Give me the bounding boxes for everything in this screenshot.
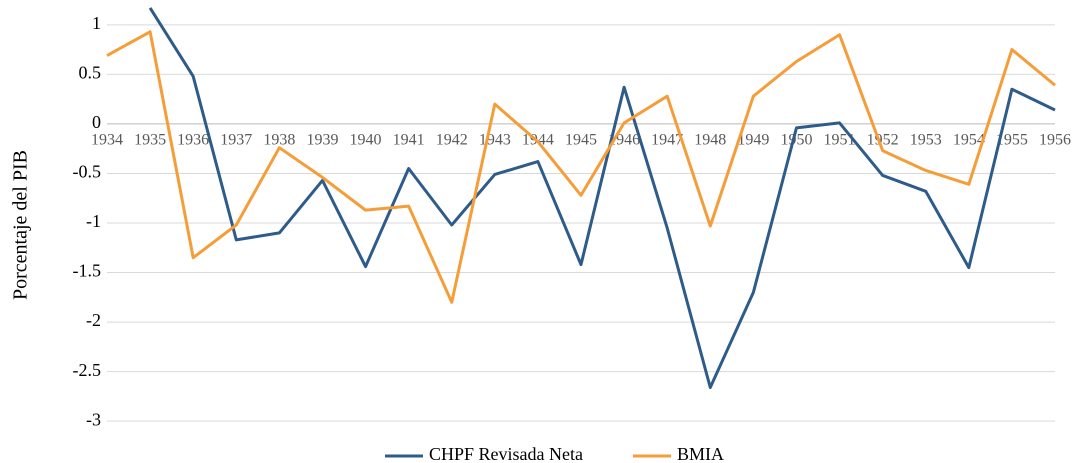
x-tick-label: 1940 [350, 132, 382, 149]
series-line [106, 30, 1056, 304]
y-tick-label: -1.5 [73, 261, 102, 281]
x-tick-label: 1941 [393, 132, 425, 149]
x-tick-label: 1954 [953, 132, 985, 149]
x-tick-label: 1942 [436, 132, 468, 149]
y-tick-label: 0.5 [79, 62, 102, 82]
x-tick-label: 1947 [651, 132, 683, 149]
x-tick-label: 1956 [1039, 132, 1071, 149]
x-tick-label: 1953 [910, 132, 942, 149]
x-tick-label: 1943 [479, 132, 511, 149]
x-tick-label: 1955 [996, 132, 1028, 149]
x-tick-label: 1938 [263, 132, 295, 149]
x-tick-label: 1937 [220, 132, 252, 149]
x-tick-label: 1935 [134, 132, 166, 149]
x-tick-label: 1948 [694, 132, 726, 149]
y-tick-label: -3 [86, 409, 101, 429]
legend-label: BMIA [677, 444, 724, 463]
x-tick-label: 1939 [306, 132, 338, 149]
y-tick-label: -0.5 [73, 162, 102, 182]
legend-label: CHPF Revisada Neta [429, 444, 583, 463]
y-tick-label: -2.5 [73, 360, 102, 380]
series-line [148, 7, 1056, 389]
y-tick-label: -1 [86, 211, 101, 231]
y-tick-label: 0 [92, 112, 101, 132]
x-tick-label: 1952 [867, 132, 899, 149]
x-tick-label: 1945 [565, 132, 597, 149]
x-tick-label: 1949 [737, 132, 769, 149]
x-tick-label: 1936 [177, 132, 209, 149]
x-tick-label: 1934 [91, 132, 123, 149]
x-tick-label: 1950 [780, 132, 812, 149]
y-axis-label: Porcentaje del PIB [10, 150, 32, 300]
y-tick-label: 1 [92, 13, 101, 33]
x-tick-label: 1951 [824, 132, 856, 149]
y-tick-label: -2 [86, 310, 101, 330]
